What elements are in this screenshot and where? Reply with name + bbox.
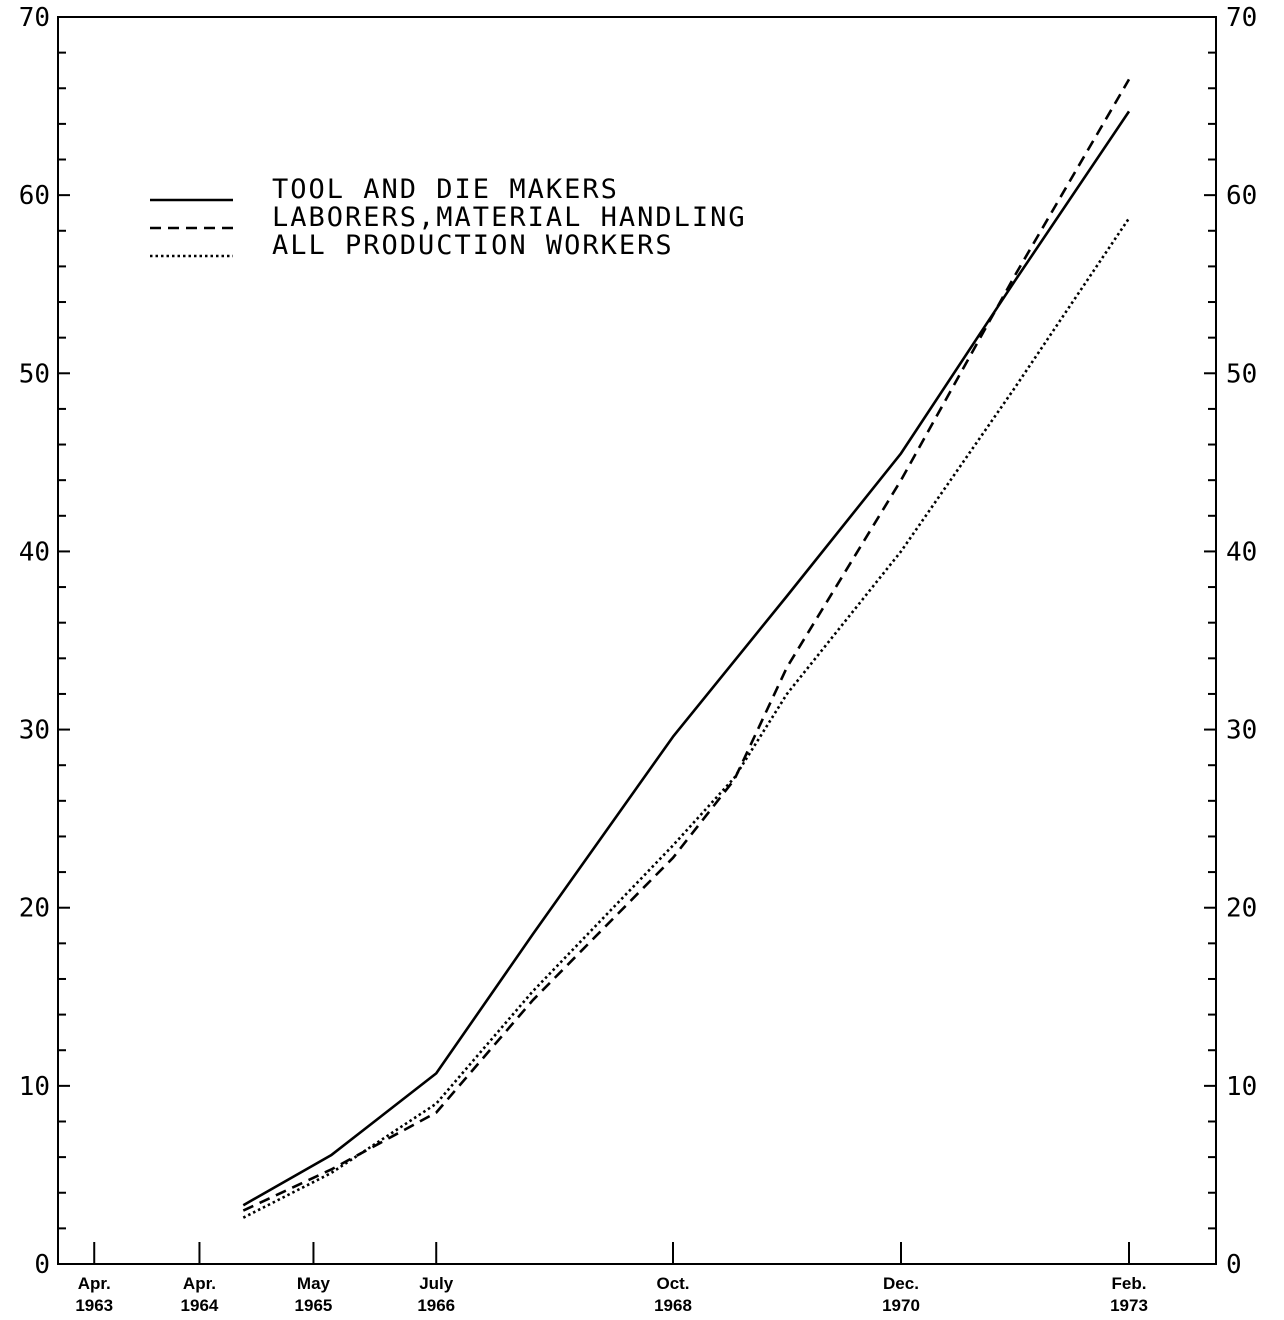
y-tick-label-left: 60 [19,181,50,211]
y-axis-right: 0 10 20 30 40 50 60 70 [1204,3,1257,1280]
y-tick-label-right: 0 [1226,1250,1242,1280]
y-tick-label-left: 70 [19,3,50,33]
x-axis: Apr. 1963 Apr. 1964 May 1965 July 1966 Oct. 1968 D… [75,1242,1148,1315]
x-tick-label-year: 1963 [75,1296,113,1315]
series-line-solid [242,110,1131,1207]
y-tick-label-right: 30 [1226,716,1257,746]
y-tick-label-left: 20 [19,894,50,924]
y-tick-label-left: 30 [19,716,50,746]
legend-label-laborers: LABORERS,MATERIAL HANDLING [272,202,747,233]
y-axis-left: 0 10 20 30 40 50 60 70 [19,3,70,1280]
legend: TOOL AND DIE MAKERS LABORERS,MATERIAL HA… [150,174,747,261]
series-group [242,78,1131,1219]
series-line-dashed [242,78,1131,1212]
y-tick-label-left: 0 [34,1250,50,1280]
x-tick-label-month: Dec. [883,1274,919,1293]
y-tick-label-left: 50 [19,359,50,389]
y-tick-label-left: 40 [19,537,50,567]
x-tick-label-month: Oct. [656,1274,689,1293]
x-tick-label-month: Apr. [183,1274,216,1293]
y-tick-label-right: 70 [1226,3,1257,33]
y-tick-label-right: 50 [1226,359,1257,389]
series-line-dotted [242,217,1131,1219]
x-tick-label-year: 1970 [882,1296,920,1315]
x-tick-label-month: Apr. [78,1274,111,1293]
x-tick-label-year: 1968 [654,1296,692,1315]
legend-label-tool-die: TOOL AND DIE MAKERS [272,174,619,205]
y-tick-label-right: 60 [1226,181,1257,211]
x-tick-label-month: July [419,1274,454,1293]
plot-frame [57,16,1217,1265]
y-tick-label-right: 10 [1226,1072,1257,1102]
y-tick-label-right: 40 [1226,537,1257,567]
x-tick-label-year: 1965 [295,1296,333,1315]
y-tick-label-right: 20 [1226,894,1257,924]
x-tick-label-year: 1973 [1110,1296,1148,1315]
legend-label-all-production: ALL PRODUCTION WORKERS [272,230,674,261]
x-tick-label-year: 1966 [417,1296,455,1315]
y-tick-label-left: 10 [19,1072,50,1102]
x-tick-label-year: 1964 [181,1296,219,1315]
x-tick-label-month: May [297,1274,331,1293]
x-tick-label-month: Feb. [1112,1274,1147,1293]
